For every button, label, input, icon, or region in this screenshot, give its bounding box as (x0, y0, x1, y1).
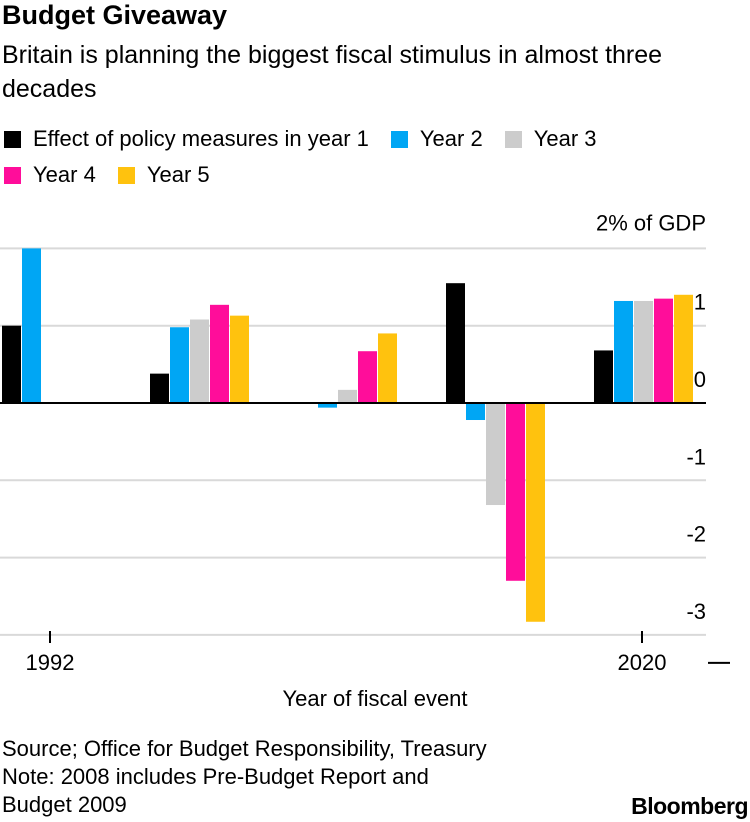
bar-2-series-3 (190, 319, 209, 403)
bar-4-series-1 (446, 283, 465, 403)
bar-2-series-2 (170, 327, 189, 403)
bar-4-series-5 (526, 403, 545, 622)
bar-1-series-1 (2, 325, 21, 403)
bar-5-series-1 (594, 350, 613, 403)
x-tick-label: 1992 (26, 650, 75, 675)
bar-3-series-4 (358, 351, 377, 403)
bar-5-series-5 (674, 294, 693, 403)
bar-chart: 2% of GDP 1 0 -1 -2 -3 1992 2020 (0, 210, 730, 675)
legend-label-year-3: Year 3 (533, 126, 597, 151)
legend-item-year-3: Year 3 (504, 126, 597, 152)
chart-subtitle: Britain is planning the biggest fiscal s… (2, 41, 663, 103)
bar-3-series-2 (318, 403, 337, 408)
legend-swatch-year-3 (504, 130, 522, 148)
bar-2-series-5 (230, 315, 249, 403)
bar-2-series-1 (150, 373, 169, 403)
legend-row-1: Effect of policy measures in year 1 Year… (4, 126, 619, 152)
legend-item-year-1: Effect of policy measures in year 1 (4, 126, 369, 152)
bar-3-series-3 (338, 389, 357, 403)
legend-swatch-year-4 (4, 166, 21, 184)
y-tick-label: 0 (694, 367, 706, 392)
bar-2-series-4 (210, 304, 229, 403)
bar-4-series-3 (486, 403, 505, 506)
legend-item-year-5: Year 5 (117, 162, 210, 188)
bar-4-series-2 (466, 403, 485, 421)
legend-label-year-5: Year 5 (146, 162, 210, 187)
y-tick-label: 2% of GDP (596, 210, 706, 235)
bar-3-series-5 (378, 333, 397, 403)
bar-1-series-2 (22, 248, 41, 403)
legend-swatch-year-1 (4, 130, 21, 148)
bloomberg-logo: Bloomberg (631, 793, 748, 819)
bar-5-series-4 (654, 298, 673, 403)
legend-row-2: Year 4 Year 5 (4, 162, 232, 188)
note-line-1: Note: 2008 includes Pre-Budget Report an… (2, 764, 429, 789)
source-line: Source; Office for Budget Responsibility… (2, 736, 487, 761)
legend-item-year-4: Year 4 (4, 162, 96, 188)
bar-5-series-2 (614, 300, 633, 403)
legend-swatch-year-5 (117, 166, 135, 184)
x-tick-label: 2020 (618, 650, 667, 675)
y-tick-label: -2 (686, 522, 706, 547)
note-line-2: Budget 2009 (2, 792, 127, 817)
legend-label-year-4: Year 4 (33, 162, 96, 187)
y-tick-label: -3 (686, 599, 706, 624)
legend-label-year-2: Year 2 (419, 126, 483, 151)
chart-title: Budget Giveaway (2, 0, 228, 30)
bar-4-series-4 (506, 403, 525, 581)
y-tick-label: 1 (694, 290, 706, 315)
source-note: Source; Office for Budget Responsibility… (2, 735, 487, 819)
y-tick-label: -1 (686, 444, 706, 469)
legend-swatch-year-2 (390, 130, 408, 148)
bar-5-series-3 (634, 300, 653, 403)
legend-label-year-1: Effect of policy measures in year 1 (33, 126, 369, 151)
x-axis-label: Year of fiscal event (282, 686, 468, 711)
legend-item-year-2: Year 2 (390, 126, 483, 152)
